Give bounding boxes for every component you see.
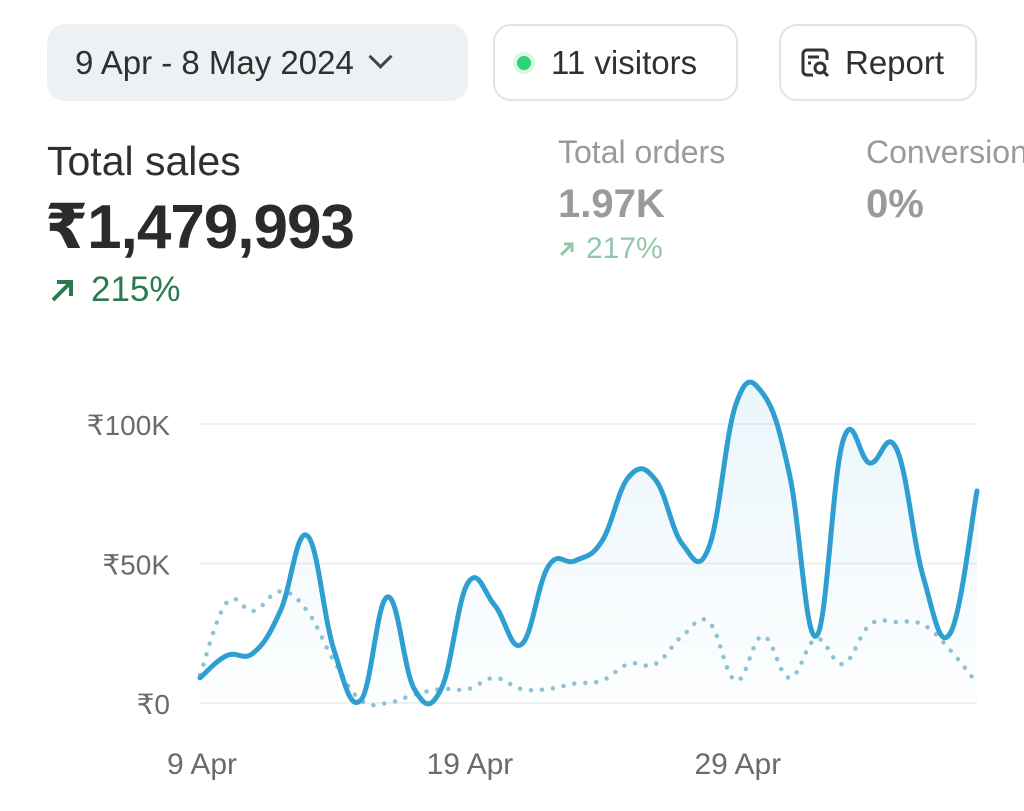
live-dot-icon	[517, 55, 531, 70]
y-tick-label: ₹100K	[87, 410, 171, 441]
arrow-up-right-icon	[559, 242, 574, 257]
current-series-area	[200, 382, 977, 704]
total-sales-delta-value: 215%	[91, 270, 181, 309]
total-orders-delta: 217%	[558, 232, 663, 266]
visitors-label: 11 visitors	[551, 43, 698, 81]
total-sales-label: Total sales	[47, 138, 241, 184]
date-range-label: 9 Apr - 8 May 2024	[75, 43, 354, 81]
y-tick-label: ₹50K	[102, 550, 170, 581]
report-label: Report	[845, 43, 945, 81]
x-tick-label: 19 Apr	[427, 748, 514, 781]
conversion-label[interactable]: Conversion	[866, 134, 1024, 170]
date-range-picker[interactable]: 9 Apr - 8 May 2024	[47, 24, 468, 101]
x-tick-label: 29 Apr	[694, 748, 781, 781]
total-sales-delta: 215%	[47, 270, 181, 310]
x-tick-label: 9 Apr	[167, 748, 237, 781]
total-orders-delta-value: 217%	[586, 232, 663, 265]
report-search-icon	[801, 48, 830, 77]
chevron-down-icon	[368, 44, 393, 69]
current-period-line	[197, 379, 980, 707]
total-sales-value: ₹1,479,993	[45, 193, 355, 262]
previous-period-line	[197, 589, 980, 708]
total-orders-value: 1.97K	[558, 182, 665, 226]
live-visitors-button[interactable]: 11 visitors	[493, 24, 738, 101]
report-button[interactable]: Report	[779, 24, 977, 101]
conversion-value: 0%	[866, 182, 924, 226]
total-orders-label[interactable]: Total orders	[558, 134, 726, 170]
arrow-up-right-icon	[51, 280, 73, 302]
y-tick-label: ₹0	[137, 689, 170, 720]
